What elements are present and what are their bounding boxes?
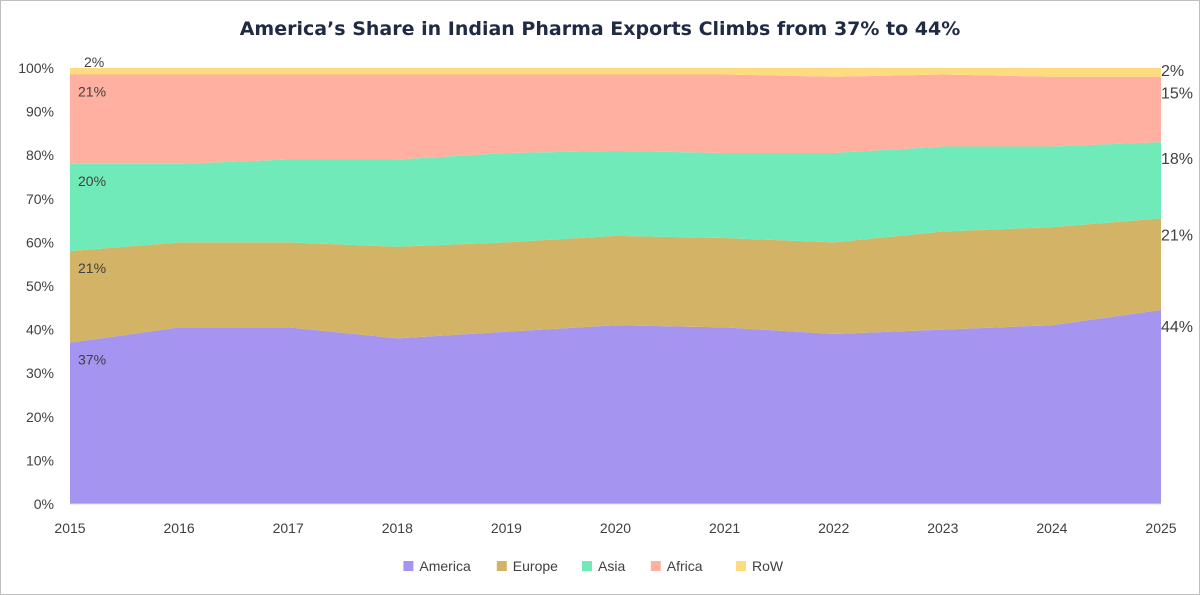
end-data-labels: 44% 21% 18% 15% 2%: [1161, 63, 1193, 336]
legend-swatch-asia: [582, 561, 592, 571]
area-layers: [70, 68, 1161, 504]
x-axis-tick-labels: 2015 2016 2017 2018 2019 2020 2021 2022 2023 2024…: [54, 520, 1176, 536]
y-tick-label: 50%: [26, 278, 54, 294]
legend-swatch-america: [403, 561, 413, 571]
y-tick-label: 100%: [18, 60, 54, 76]
legend-label-america: America: [419, 558, 471, 574]
end-label-europe: 21%: [1161, 227, 1193, 244]
start-label-row: 2%: [84, 54, 104, 70]
start-label-africa: 21%: [78, 84, 106, 100]
y-tick-label: 0%: [34, 496, 54, 512]
x-tick-label: 2025: [1145, 520, 1176, 536]
y-tick-label: 30%: [26, 365, 54, 381]
x-tick-label: 2021: [709, 520, 740, 536]
legend-label-row: RoW: [752, 558, 784, 574]
area-america: [70, 310, 1161, 504]
end-label-africa: 15%: [1161, 86, 1193, 103]
y-axis-tick-labels: 0% 10% 20% 30% 40% 50% 60% 70% 80% 90% 100%: [18, 60, 54, 512]
legend-swatch-europe: [497, 561, 507, 571]
y-tick-label: 80%: [26, 147, 54, 163]
end-label-america: 44%: [1161, 319, 1193, 336]
legend: America Europe Asia Africa RoW: [403, 558, 783, 574]
y-tick-label: 20%: [26, 409, 54, 425]
legend-label-europe: Europe: [513, 558, 558, 574]
x-tick-label: 2016: [164, 520, 195, 536]
x-tick-label: 2023: [927, 520, 958, 536]
start-label-europe: 21%: [78, 260, 106, 276]
end-label-asia: 18%: [1161, 151, 1193, 168]
y-tick-label: 90%: [26, 104, 54, 120]
legend-swatch-africa: [651, 561, 661, 571]
x-tick-label: 2017: [273, 520, 304, 536]
x-tick-label: 2019: [491, 520, 522, 536]
y-tick-label: 70%: [26, 191, 54, 207]
x-tick-label: 2024: [1036, 520, 1067, 536]
legend-label-asia: Asia: [598, 558, 625, 574]
start-label-america: 37%: [78, 352, 106, 368]
x-tick-label: 2020: [600, 520, 631, 536]
y-tick-label: 10%: [26, 452, 54, 468]
y-tick-label: 60%: [26, 234, 54, 250]
stacked-area-chart: 0%10%20%30%40%50%60%70%80%90%100% 2015 20…: [0, 0, 1200, 595]
start-label-asia: 20%: [78, 173, 106, 189]
x-tick-label: 2022: [818, 520, 849, 536]
y-tick-label: 40%: [26, 322, 54, 338]
legend-swatch-row: [736, 561, 746, 571]
x-tick-label: 2015: [54, 520, 85, 536]
end-label-row: 2%: [1161, 63, 1184, 80]
legend-label-africa: Africa: [667, 558, 703, 574]
x-tick-label: 2018: [382, 520, 413, 536]
